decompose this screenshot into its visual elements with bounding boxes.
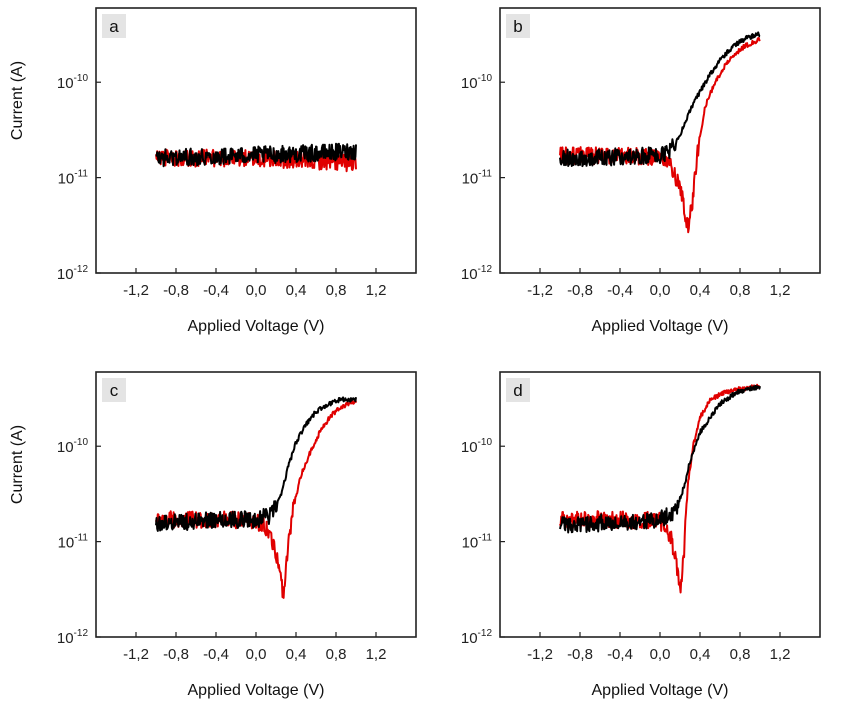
x-axis-label: Applied Voltage (V) xyxy=(188,682,325,699)
x-tick-label: 1,2 xyxy=(770,646,791,663)
x-tick-label: 0,0 xyxy=(246,282,267,299)
panel-label: b xyxy=(506,14,530,38)
x-tick-label: -0,8 xyxy=(567,282,593,299)
x-tick-label: -1,2 xyxy=(123,282,149,299)
y-tick-label: 10-11 xyxy=(462,169,493,188)
y-tick-label: 10-11 xyxy=(462,533,493,552)
x-tick-label: 1,2 xyxy=(366,646,387,663)
x-tick-label: 0,8 xyxy=(730,646,751,663)
x-tick-label: 0,0 xyxy=(650,282,671,299)
x-tick-label: 0,4 xyxy=(690,282,711,299)
x-tick-label: -0,4 xyxy=(607,282,633,299)
panel-label-text: c xyxy=(110,381,119,400)
x-tick-label: 1,2 xyxy=(366,282,387,299)
x-tick-label: -0,8 xyxy=(567,646,593,663)
series-line-black xyxy=(559,384,761,534)
panel-label: c xyxy=(102,378,126,402)
x-tick-label: -1,2 xyxy=(527,646,553,663)
y-tick-label: 10-12 xyxy=(57,628,89,647)
y-tick-label: 10-10 xyxy=(57,73,89,92)
x-tick-label: 0,4 xyxy=(286,282,307,299)
series-line-black xyxy=(155,142,357,168)
y-tick-label: 10-12 xyxy=(461,264,493,283)
panel-label: a xyxy=(102,14,126,38)
x-tick-label: -0,8 xyxy=(163,646,189,663)
x-tick-label: 0,4 xyxy=(690,646,711,663)
panel-label-box xyxy=(102,378,126,402)
panel-label: d xyxy=(506,378,530,402)
x-axis-label: Applied Voltage (V) xyxy=(592,318,729,335)
y-tick-label: 10-11 xyxy=(58,533,89,552)
x-tick-label: 0,8 xyxy=(730,282,751,299)
x-tick-label: 0,0 xyxy=(650,646,671,663)
y-tick-label: 10-11 xyxy=(58,169,89,188)
plot-frame xyxy=(95,371,417,638)
x-tick-label: 0,8 xyxy=(326,646,347,663)
panel-label-text: b xyxy=(513,17,522,36)
panel-label-box xyxy=(102,14,126,38)
x-tick-label: -1,2 xyxy=(527,282,553,299)
series-line-black xyxy=(559,31,761,168)
x-tick-label: -0,4 xyxy=(203,646,229,663)
series-line-red xyxy=(559,37,761,234)
panel-label-text: a xyxy=(109,17,119,36)
x-tick-label: -0,4 xyxy=(607,646,633,663)
x-tick-label: 0,8 xyxy=(326,282,347,299)
y-tick-label: 10-10 xyxy=(461,73,493,92)
y-axis-label: Current (A) xyxy=(9,61,26,140)
y-tick-label: 10-12 xyxy=(461,628,493,647)
panel-label-text: d xyxy=(513,381,522,400)
series-line-red xyxy=(155,398,357,599)
y-tick-label: 10-10 xyxy=(461,437,493,456)
panel-label-box xyxy=(506,14,530,38)
chart-panel-b: b -1,2 -0,8 -0,4 0,0 0,4 0,8 1,2 10-10 10-11 10-12… xyxy=(461,7,821,335)
x-tick-label: 0,0 xyxy=(246,646,267,663)
y-axis-label: Current (A) xyxy=(9,425,26,504)
series-line-black xyxy=(155,396,357,532)
x-tick-label: -1,2 xyxy=(123,646,149,663)
panel-label-box xyxy=(506,378,530,402)
plot-frame xyxy=(499,371,821,638)
x-tick-label: -0,4 xyxy=(203,282,229,299)
x-tick-label: -0,8 xyxy=(163,282,189,299)
chart-panel-d: d -1,2 -0,8 -0,4 0,0 0,4 0,8 1,2 10-10 10-11 10-12… xyxy=(461,371,821,699)
x-axis-label: Applied Voltage (V) xyxy=(592,682,729,699)
chart-panel-c: c -1,2 -0,8 -0,4 0,0 0,4 0,8 1,2 10-10 10-11 10-12… xyxy=(9,371,417,699)
x-tick-label: 1,2 xyxy=(770,282,791,299)
plot-frame xyxy=(499,7,821,274)
y-tick-label: 10-10 xyxy=(57,437,89,456)
plot-frame xyxy=(95,7,417,274)
y-tick-label: 10-12 xyxy=(57,264,89,283)
x-axis-label: Applied Voltage (V) xyxy=(188,318,325,335)
x-tick-label: 0,4 xyxy=(286,646,307,663)
chart-panel-a: a -1,2 -0,8 -0,4 0,0 0,4 0,8 1,2 10-10 10-11 10-12… xyxy=(9,7,417,335)
